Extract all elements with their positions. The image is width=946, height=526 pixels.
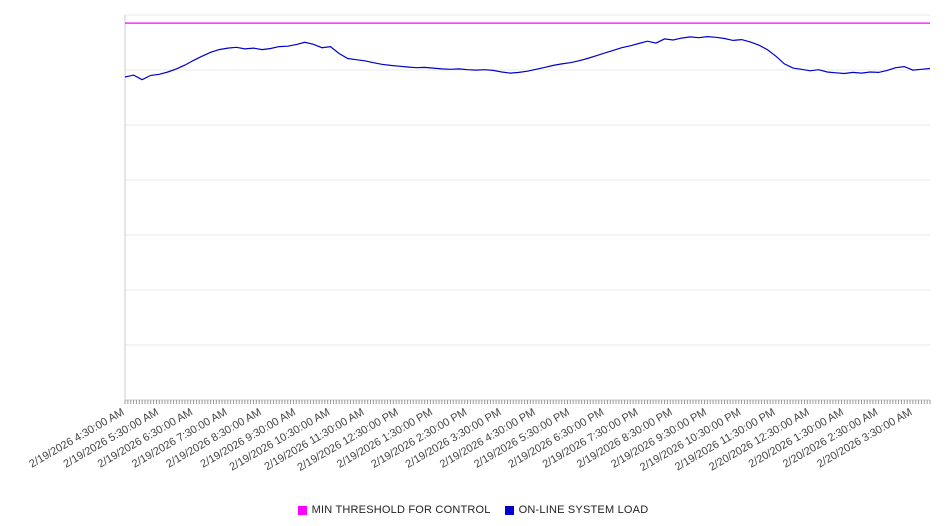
legend-swatch-online-system-load-icon	[504, 505, 514, 515]
axes	[124, 15, 930, 401]
series-line-1	[124, 35, 931, 81]
legend-swatch-min-threshold-icon	[297, 505, 307, 515]
x-axis-ticks	[124, 400, 931, 404]
legend-item-min-threshold: MIN THRESHOLD FOR CONTROL	[297, 504, 491, 516]
gridlines	[125, 14, 930, 346]
legend-label-min-threshold: MIN THRESHOLD FOR CONTROL	[311, 504, 491, 516]
legend-label-online-system-load: ON-LINE SYSTEM LOAD	[518, 504, 649, 516]
legend-item-online-system-load: ON-LINE SYSTEM LOAD	[504, 504, 649, 516]
chart-legend: MIN THRESHOLD FOR CONTROL ON-LINE SYSTEM…	[0, 502, 946, 518]
line-chart: 2/19/2026 4:30:00 AM2/19/2026 5:30:00 AM…	[27, 14, 931, 474]
x-axis-labels: 2/19/2026 4:30:00 AM2/19/2026 5:30:00 AM…	[27, 406, 914, 474]
